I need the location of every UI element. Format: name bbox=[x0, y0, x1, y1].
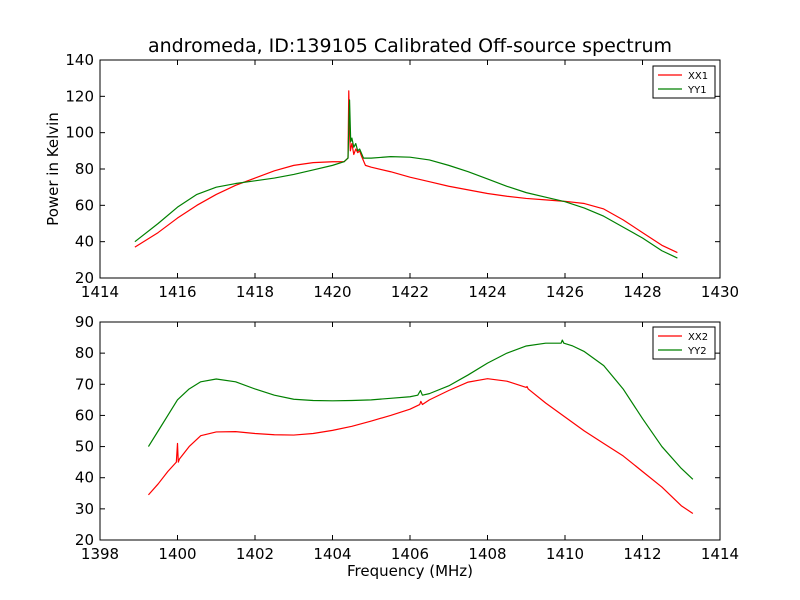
y-tick-label: 140 bbox=[65, 51, 94, 69]
x-tick-label: 1408 bbox=[468, 545, 506, 563]
y-tick-label: 100 bbox=[65, 124, 94, 142]
chart-title: andromeda, ID:139105 Calibrated Off-sour… bbox=[148, 35, 672, 57]
legend-box bbox=[652, 65, 716, 99]
chart-panel-1: andromeda, ID:139105 Calibrated Off-sour… bbox=[44, 35, 739, 301]
x-tick-label: 1424 bbox=[468, 283, 506, 301]
y-tick-label: 120 bbox=[65, 87, 94, 105]
x-tick-label: 1422 bbox=[391, 283, 429, 301]
x-tick-label: 1398 bbox=[81, 545, 119, 563]
y-tick-label: 40 bbox=[75, 469, 94, 487]
x-tick-label: 1404 bbox=[313, 545, 351, 563]
x-tick-label: 1414 bbox=[701, 545, 739, 563]
chart-panel-2: 1398 1400 1402 1404 1406 1408 1410 1412 1414 20 30… bbox=[75, 313, 739, 580]
y-tick-label: 60 bbox=[75, 406, 94, 424]
y-tick-label: 80 bbox=[75, 160, 94, 178]
x-tick-label: 1412 bbox=[623, 545, 661, 563]
x-tick-label: 1430 bbox=[701, 283, 739, 301]
y-tick-label: 50 bbox=[75, 438, 94, 456]
y-tick-label: 80 bbox=[75, 344, 94, 362]
legend-label-yy1: YY1 bbox=[687, 85, 707, 96]
series-line-yy1 bbox=[134, 99, 678, 259]
x-tick-label: 1410 bbox=[546, 545, 584, 563]
series-line-yy2 bbox=[147, 339, 694, 480]
y-axis-label: Power in Kelvin bbox=[44, 112, 62, 226]
x-tick-label: 1414 bbox=[81, 283, 119, 301]
y-tick-label: 90 bbox=[75, 313, 94, 331]
x-tick-label: 1402 bbox=[236, 545, 274, 563]
y-tick-label: 60 bbox=[75, 196, 94, 214]
x-tick-label: 1416 bbox=[158, 283, 196, 301]
x-tick-label: 1428 bbox=[623, 283, 661, 301]
x-tick-label: 1426 bbox=[546, 283, 584, 301]
legend-box bbox=[652, 326, 716, 360]
y-tick-label: 40 bbox=[75, 233, 94, 251]
x-tick-label: 1406 bbox=[391, 545, 429, 563]
x-tick-label: 1400 bbox=[158, 545, 196, 563]
x-tick-label: 1418 bbox=[236, 283, 274, 301]
y-tick-label: 20 bbox=[75, 531, 94, 549]
series-line-xx2 bbox=[147, 378, 694, 515]
legend-label-yy2: YY2 bbox=[687, 346, 707, 357]
y-tick-label: 70 bbox=[75, 375, 94, 393]
x-axis-label: Frequency (MHz) bbox=[347, 562, 473, 580]
legend-label-xx1: XX1 bbox=[688, 71, 708, 82]
plot-frame bbox=[99, 321, 721, 541]
x-tick-label: 1420 bbox=[313, 283, 351, 301]
y-tick-label: 30 bbox=[75, 500, 94, 518]
series-line-xx1 bbox=[134, 90, 678, 254]
legend-label-xx2: XX2 bbox=[688, 332, 708, 343]
y-tick-label: 20 bbox=[75, 269, 94, 287]
plot-frame bbox=[99, 59, 721, 279]
